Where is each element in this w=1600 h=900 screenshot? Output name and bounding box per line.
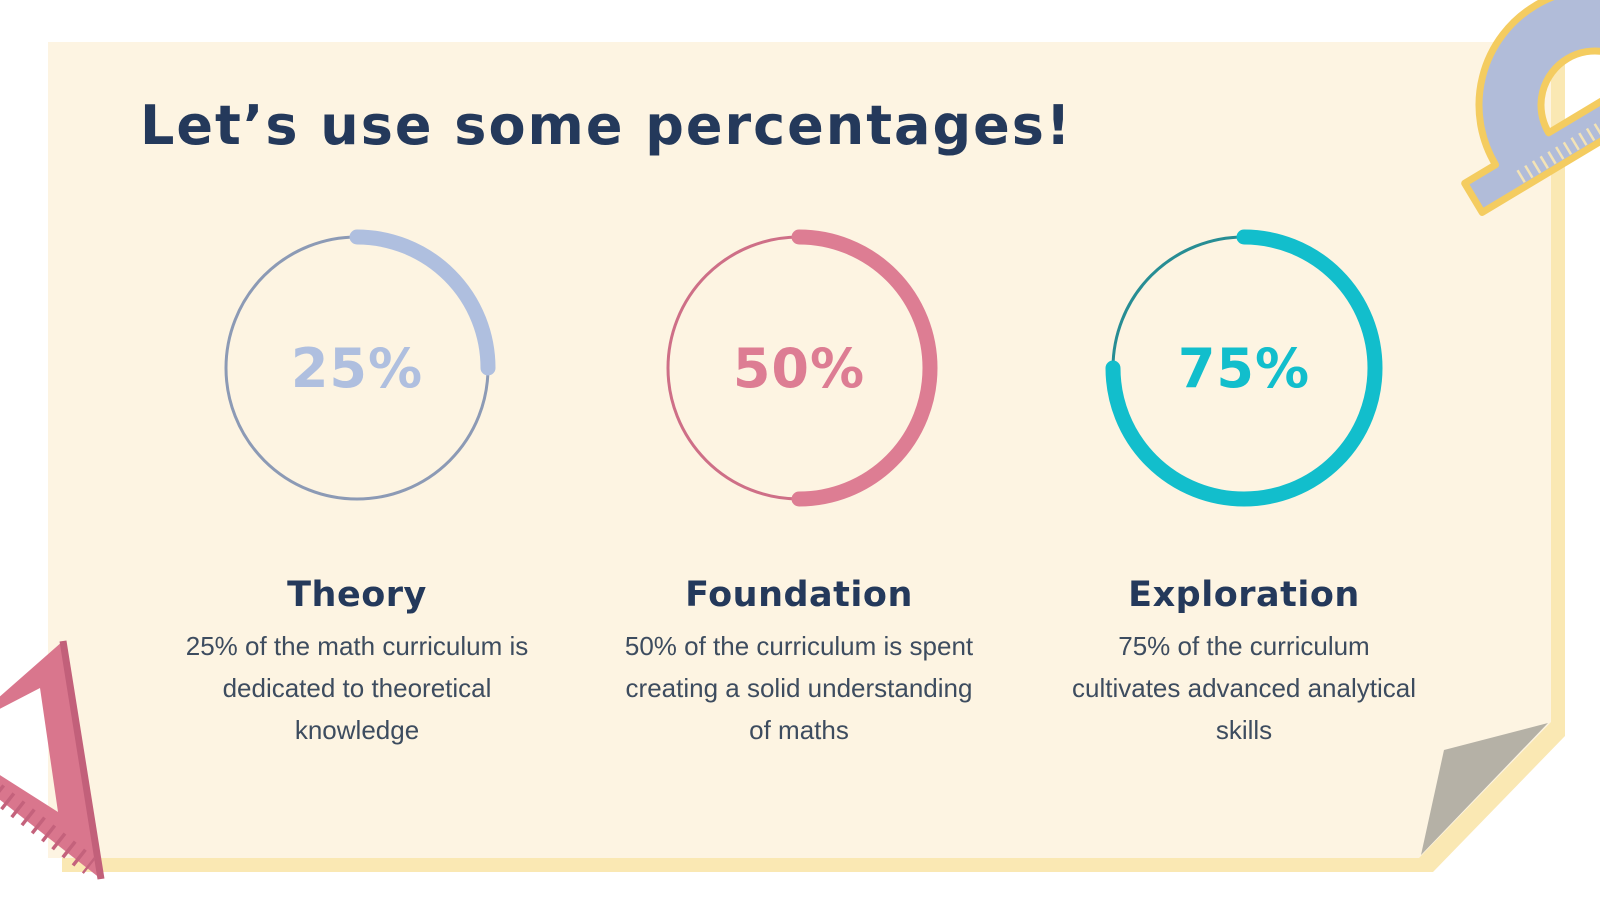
folded-corner-icon	[1421, 723, 1548, 855]
set-square-icon	[0, 640, 105, 880]
stat-description: 50% of the curriculum is spent creating …	[624, 631, 974, 746]
donut-arc	[349, 229, 496, 376]
stat-heading: Theory	[287, 575, 427, 615]
stat-heading: Foundation	[685, 575, 913, 615]
stat-description: 25% of the math curriculum is dedicated …	[185, 631, 529, 746]
stat-column-theory: 25% Theory 25% of the math curriculum is…	[137, 223, 577, 751]
percent-value: 75%	[1177, 336, 1311, 400]
stat-heading: Exploration	[1128, 575, 1360, 615]
protractor-icon	[1461, 0, 1600, 216]
stat-column-foundation: 50% Foundation 50% of the curriculum is …	[579, 223, 1019, 751]
stat-column-exploration: 75% Exploration 75% of the curriculum cu…	[1024, 223, 1464, 751]
percent-value: 50%	[732, 336, 866, 400]
donut-chart-foundation: 50%	[654, 223, 944, 513]
slide-title: Let’s use some percentages!	[140, 94, 1073, 157]
donut-arc	[1105, 229, 1383, 507]
percent-value: 25%	[290, 336, 424, 400]
donut-chart-exploration: 75%	[1099, 223, 1389, 513]
stat-description: 75% of the curriculum cultivates advance…	[1072, 631, 1416, 746]
paper-card	[48, 42, 1551, 858]
donut-arc	[791, 229, 938, 507]
donut-chart-theory: 25%	[212, 223, 502, 513]
